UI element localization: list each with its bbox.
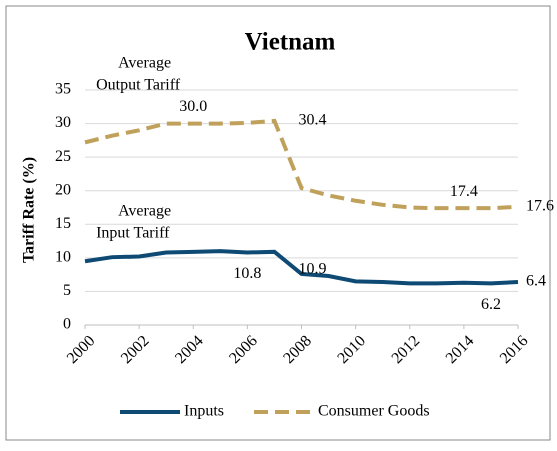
y-tick-label: 35 [55, 81, 71, 98]
y-axis-label: Tariff Rate (%) [21, 157, 38, 263]
chart-title: Vietnam [245, 29, 336, 56]
data-label: 6.2 [481, 296, 501, 313]
data-label: 30.0 [179, 98, 207, 115]
data-label: 17.4 [450, 183, 478, 200]
legend-label: Inputs [184, 403, 224, 420]
legend-label: Consumer Goods [318, 403, 430, 420]
y-tick-label: 30 [55, 114, 71, 131]
y-tick-label: 0 [63, 316, 71, 333]
data-label: 6.4 [526, 273, 546, 290]
y-tick-label: 15 [55, 215, 71, 232]
data-label: 10.9 [298, 260, 326, 277]
y-tick-label: 10 [55, 249, 71, 266]
annotation: Average [118, 55, 171, 72]
annotation: Output Tariff [96, 77, 181, 94]
y-tick-label: 20 [55, 181, 71, 198]
frame [5, 5, 551, 441]
y-tick-label: 25 [55, 148, 71, 165]
series-line [84, 249, 519, 286]
annotation: Average [118, 202, 171, 219]
data-label: 10.8 [233, 265, 261, 282]
annotation: Input Tariff [96, 224, 170, 241]
data-label: 30.4 [298, 112, 326, 129]
data-label: 17.6 [526, 198, 554, 215]
y-tick-label: 5 [63, 282, 71, 299]
series-line [84, 118, 519, 211]
